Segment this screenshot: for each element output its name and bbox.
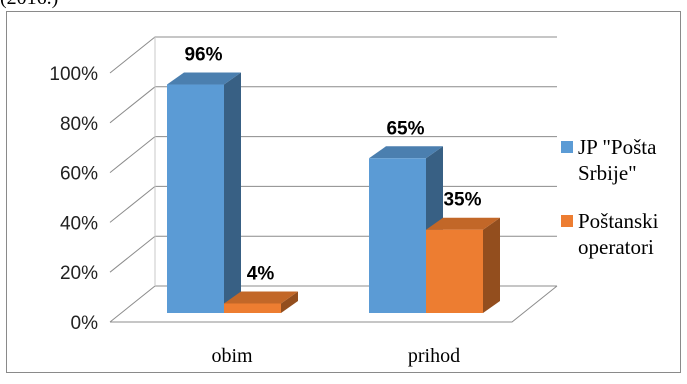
y-tick-label: 0% [71,313,99,334]
legend-label: JP "Pošta [578,135,657,159]
legend-label: Poštanski [578,209,659,233]
gridline [109,36,557,74]
y-tick-label: 100% [49,64,98,85]
bars [167,72,500,314]
y-tick-label: 60% [60,164,98,185]
data-label: 35% [443,190,481,211]
bar-top [167,72,241,85]
chart-frame [6,11,681,373]
bar-side [483,217,500,313]
data-label: 4% [247,263,275,284]
labels: 0% 20% 40% 60% 80% 100% 96% 4% obim 65% 35% prihod [49,45,481,367]
y-tick-label: 20% [60,263,98,284]
bar-top [224,291,298,304]
legend-label: operatori [578,235,654,259]
bar-front [224,303,281,313]
bar-front [369,158,426,313]
data-label: 65% [386,118,424,139]
bar-side [224,72,241,314]
data-label: 96% [184,45,222,66]
y-tick-label: 40% [60,213,98,234]
bar-front [167,84,224,314]
floor-edge [110,285,558,323]
bar-top [369,146,443,159]
caption-text: (2016.) [0,0,58,10]
bar-top [426,217,500,230]
legend-label: Srbije" [578,161,637,185]
y-tick-label: 80% [60,114,98,135]
legend-swatch [561,215,573,227]
category-label: obim [211,345,253,367]
category-label: prihod [408,345,460,367]
bar-front [426,229,483,313]
bar-side [281,291,298,313]
legend-swatch [561,141,573,153]
